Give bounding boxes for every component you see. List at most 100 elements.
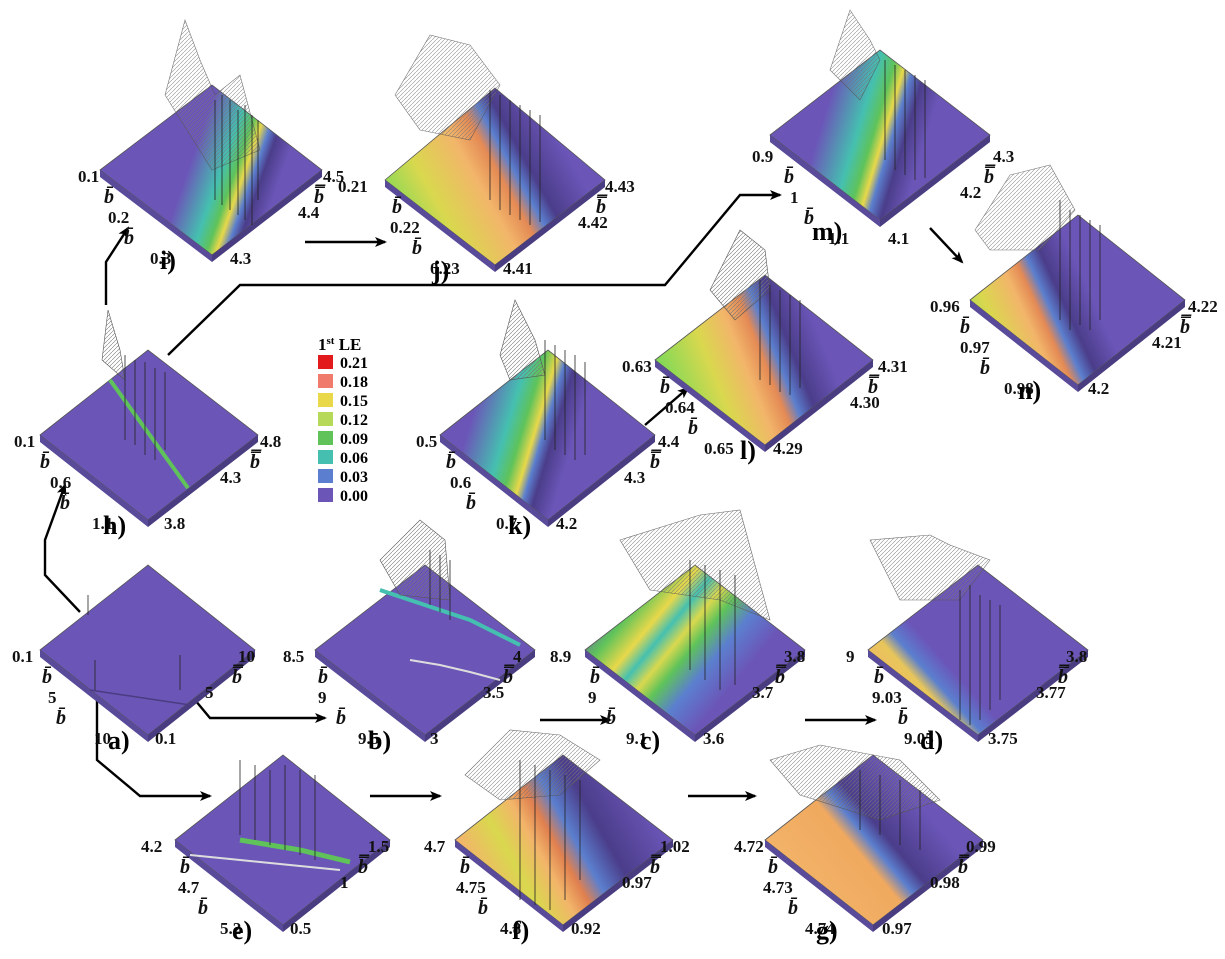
panel-n-b-tick-0: 0.96: [930, 297, 960, 316]
panel-e-trace: [189, 854, 341, 871]
panel-f-mesh: [464, 729, 601, 801]
panel-d-labels: 9 9.03 9.05 3.83.77 3.75 b̄ b̄ b̿ d): [846, 647, 1087, 755]
panel-m-shadow-right: [880, 135, 990, 227]
panel-g-mesh: [769, 744, 941, 821]
panel-c-spikes: [689, 560, 736, 690]
panel-c-b-tick-0: 8.9: [550, 647, 571, 666]
panel-f-b-tick-2: 4.8: [500, 919, 521, 938]
legend-swatch-5: [318, 450, 333, 464]
panel-m-label: m): [812, 217, 842, 246]
panel-c-label: c): [640, 726, 660, 755]
panel-k-b-tick-2: 0.7: [496, 514, 518, 533]
panel-b-label: b): [368, 726, 391, 755]
panel-a-b-tick-0: 0.1: [12, 647, 33, 666]
panel-j-spikes: [489, 90, 541, 225]
panel-f-bb-axis-symbol: b̿: [650, 853, 662, 878]
panel-j-bb-tick-2: 4.41: [503, 259, 533, 278]
panel-j-bb-tick-1: 4.42: [578, 213, 608, 232]
arrow-h-to-i: [104, 226, 130, 305]
panel-e: [174, 754, 391, 932]
panel-i-b-axis-symbol: b̄: [124, 226, 134, 249]
panel-l-shadow-right: [765, 360, 873, 452]
panel-i-label: i): [160, 246, 176, 275]
panel-h: [39, 309, 259, 527]
legend-swatch-2: [318, 393, 333, 407]
panel-k-bb-tick-0: 4.4: [658, 432, 680, 451]
panel-g-bb-tick-1: 0.98: [930, 873, 960, 892]
panel-g-labels: 4.72 4.73 4.74 0.99 0.98 0.97 b̄ b̄ b̿ g): [734, 837, 996, 945]
panel-l-mesh: [709, 229, 771, 321]
panel-a-bb-axis-symbol: b̿: [232, 663, 244, 688]
panel-a-surface: [39, 564, 256, 736]
panel-m-bb-tick-2: 4.1: [888, 229, 909, 248]
panel-i-labels: 0.1 0.2 0.3 4.54.4 4.3 b̄ b̄ b̿ i): [78, 167, 344, 275]
panel-d: [867, 534, 1089, 742]
panel-h-labels: 0.1 0.6 1.1 4.8 4.3 3.8 b̄ b̄ b̿ h): [14, 432, 281, 540]
panel-k-spikes: [544, 340, 586, 460]
legend-value-4: 0.09: [340, 431, 368, 448]
panel-e-shadow: [175, 840, 283, 932]
legend-swatch-0: [318, 355, 333, 369]
panel-b-band: [379, 588, 521, 647]
panel-e-spikes: [239, 760, 316, 860]
panel-m-bb-tick-1: 4.2: [960, 183, 981, 202]
panel-d-b-tick-1: 9.03: [872, 688, 902, 707]
panel-k-bb-axis-symbol: b̿: [650, 448, 662, 473]
panel-m-b-axis-symbol: b̄: [804, 206, 814, 229]
panel-m: [769, 9, 991, 227]
panel-h-bb-tick-1: 4.3: [220, 468, 241, 487]
panel-j-b-tick-1: 0.22: [390, 218, 420, 237]
panel-n-b-tick-1: 0.97: [960, 338, 990, 357]
panel-h-b-tick-0: 0.1: [14, 432, 35, 451]
panel-e-b-tick-2: 5.2: [220, 919, 241, 938]
arrow-h-to-m: [167, 190, 782, 356]
panel-c-b-axis-symbol: b̄: [606, 706, 616, 729]
panel-j-labels: 0.21 0.22 0.23 4.43 4.42 4.41 b̄ b̄ b̿ j): [338, 177, 635, 285]
panel-e-b-axis-symbol: b̄: [180, 855, 190, 878]
legend-swatch-4: [318, 431, 333, 445]
panel-c-bb-axis-symbol: b̿: [775, 663, 787, 688]
panel-g-spikes: [859, 770, 921, 850]
panel-l-bb-tick-1: 4.30: [850, 393, 880, 412]
legend-value-2: 0.15: [340, 393, 368, 410]
panel-i-b-tick-0: 0.1: [78, 167, 99, 186]
panel-l-bb-tick-0: 4.31: [878, 357, 908, 376]
arrow-a-to-e: [95, 700, 212, 801]
panel-i: [99, 19, 323, 262]
panel-l-b-tick-0: 0.63: [622, 357, 652, 376]
legend: 1st LE 0.21 0.18 0.15 0.12 0.09 0.06 0.03 0.00: [318, 335, 368, 505]
panel-a-shadow-right: [148, 650, 255, 742]
panel-c-b-tick-2: 9.1: [626, 729, 647, 748]
panel-h-b-tick-2: 1.1: [92, 514, 113, 533]
panel-a-bb-tick-0: 10: [238, 647, 255, 666]
panel-m-b-tick-2: 1.1: [828, 229, 849, 248]
panel-a: [39, 564, 256, 742]
labels-layer: 0.15101050.1b̄b̄b̿a)8.599.543.53b̄b̄b̿b)…: [12, 147, 1218, 945]
panel-n-spikes: [1059, 200, 1101, 330]
panel-m-bb-axis-symbol: b̿: [984, 163, 996, 188]
panel-n-labels: 0.96 0.97 0.98 4.22 4.21 4.2 b̄ b̄ b̿ n): [930, 297, 1218, 405]
panel-d-mesh: [869, 534, 991, 601]
panel-a-b-tick-2: 10: [94, 729, 111, 748]
panel-a-b-axis-symbol: b̄: [56, 706, 66, 729]
panel-h-spikes: [124, 355, 166, 460]
panel-b-shadow: [315, 650, 425, 742]
legend-value-1: 0.18: [340, 374, 368, 391]
panel-a-spikes: [87, 595, 181, 690]
panel-a-shadow: [40, 650, 148, 742]
panel-g-b-tick-2: 4.74: [805, 919, 835, 938]
panel-k-label: k): [508, 511, 531, 540]
panel-b-b-axis-symbol: b̄: [318, 665, 328, 688]
panel-l-spikes: [759, 280, 801, 395]
panel-n-shadow: [970, 300, 1078, 392]
panel-f: [454, 729, 674, 932]
legend-title-sup: st: [327, 335, 335, 347]
panel-e-shadow-right: [283, 840, 390, 932]
panel-m-shadow: [770, 135, 880, 227]
panel-j-bb-tick-0: 4.43: [605, 177, 635, 196]
panel-b-spikes: [429, 550, 451, 620]
panel-m-spikes: [884, 60, 926, 180]
panel-j-shadow-right: [495, 180, 605, 272]
panel-a-labels: 0.1 5 10 10 5 0.1 b̄b̄ b̿ a): [12, 647, 255, 755]
